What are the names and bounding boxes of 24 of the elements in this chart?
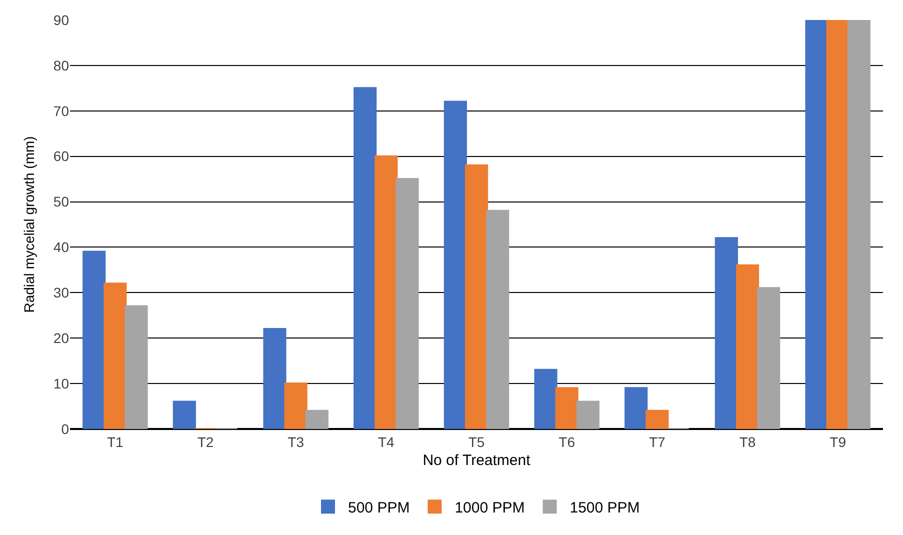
y-tick-label: 0 [61,420,70,437]
y-tick-label: 50 [53,194,70,210]
y-tick-label: 60 [53,148,70,164]
x-tick-label: T4 [378,434,395,450]
legend-label: 1000 PPM [454,499,525,516]
x-tick-label: T2 [197,434,214,450]
y-axis-title: Radial mycelial growth (mm) [21,136,38,313]
y-tick-label: 80 [53,57,70,74]
x-axis-title: No of Treatment [422,452,532,469]
x-tick-label: T1 [107,434,124,450]
y-tick-label: 70 [53,102,70,119]
y-tick-label: 10 [53,375,70,392]
y-tick-label: 40 [53,239,70,256]
x-tick-label: T8 [739,434,756,450]
x-tick-label: T9 [830,434,846,450]
legend-label: 1500 PPM [570,499,640,516]
x-tick-label: T3 [288,434,304,450]
x-tick-label: T6 [558,434,576,450]
x-tick-label: T5 [468,434,485,450]
legend-label: 500 PPM [348,499,410,516]
y-tick-label: 20 [53,330,70,346]
y-tick-label: 90 [53,12,70,28]
y-tick-label: 30 [53,284,70,301]
x-tick-label: T7 [649,434,666,450]
